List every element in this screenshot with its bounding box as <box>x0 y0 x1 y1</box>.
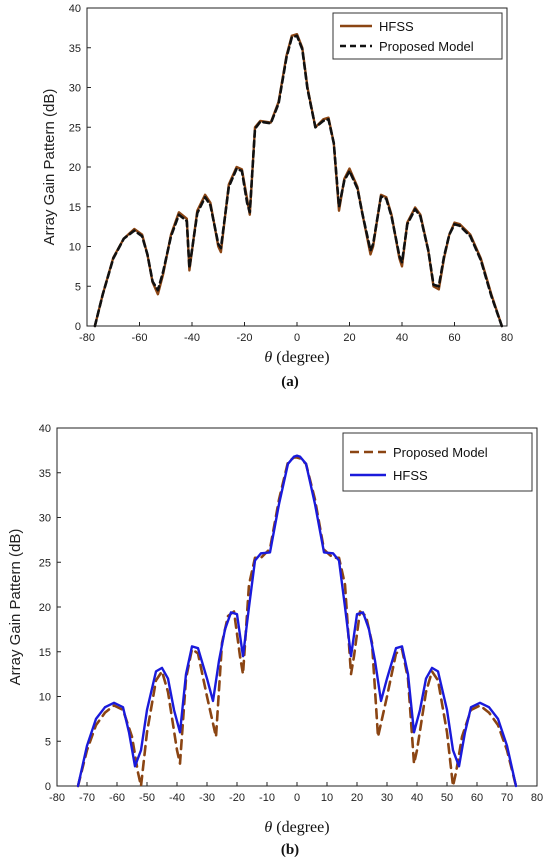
x-axis-label-b: θ (degree) <box>264 819 329 836</box>
y-tick-label: 10 <box>69 242 81 254</box>
x-tick-label: 20 <box>351 792 363 804</box>
x-tick-labels-a: -80 -60 -40 -20 0 20 40 60 80 <box>79 322 513 344</box>
series-lines-b <box>76 454 518 788</box>
y-tick-label: 0 <box>45 781 51 793</box>
y-tick-label: 40 <box>69 3 81 15</box>
y-tick-label: 10 <box>39 692 51 704</box>
y-axis-label-b: Array Gain Pattern (dB) <box>7 529 24 686</box>
y-tick-labels-a: 0 5 10 15 20 25 30 35 40 <box>69 3 91 333</box>
y-tick-label: 40 <box>39 423 51 435</box>
x-tick-label: -40 <box>169 792 185 804</box>
x-tick-label: 50 <box>441 792 453 804</box>
x-tick-label: 30 <box>381 792 393 804</box>
y-tick-label: 30 <box>69 83 81 95</box>
x-tick-label: 0 <box>294 792 300 804</box>
y-tick-label: 20 <box>39 602 51 614</box>
x-tick-label: 80 <box>531 792 543 804</box>
y-axis-label-a: Array Gain Pattern (dB) <box>41 89 58 246</box>
y-tick-label: 30 <box>39 513 51 525</box>
legend-label-hfss-a: HFSS <box>379 19 414 34</box>
legend-a: HFSS Proposed Model <box>332 12 503 60</box>
y-tick-label: 15 <box>69 202 81 214</box>
legend-box-a <box>332 12 503 60</box>
x-tick-label: -20 <box>237 332 253 344</box>
y-tick-label: 20 <box>69 162 81 174</box>
series-lines-a <box>93 33 504 328</box>
y-tick-label: 5 <box>75 281 81 293</box>
x-tick-label: 10 <box>321 792 333 804</box>
x-tick-label: 40 <box>396 332 408 344</box>
y-tick-labels-b: 0 5 10 15 20 25 30 35 40 <box>39 423 61 793</box>
y-tick-label: 35 <box>69 43 81 55</box>
x-tick-label: -60 <box>132 332 148 344</box>
x-tick-label: -80 <box>49 792 65 804</box>
x-tick-label: -30 <box>199 792 215 804</box>
legend-b: Proposed Model HFSS <box>342 432 533 492</box>
x-tick-label: 0 <box>294 332 300 344</box>
x-tick-label: -20 <box>229 792 245 804</box>
x-tick-labels-b: -80 -70 -60 -50 -40 -30 -20 -10 0 10 20 30 40 50 60 70 8… <box>49 782 543 804</box>
x-tick-label: -40 <box>184 332 200 344</box>
chart-panel-b: -80 -70 -60 -50 -40 -30 -20 -10 0 10 20 30 40 50 60 70 8… <box>7 423 543 858</box>
legend-box-b <box>342 432 533 492</box>
series-line-proposed-model <box>76 456 518 788</box>
x-tick-label: -60 <box>109 792 125 804</box>
legend-label-hfss-b: HFSS <box>393 468 428 483</box>
x-tick-label: 20 <box>343 332 355 344</box>
legend-label-proposed-a: Proposed Model <box>379 39 474 54</box>
x-tick-label: 40 <box>411 792 423 804</box>
caption-b: (b) <box>281 842 299 858</box>
x-tick-label: 60 <box>448 332 460 344</box>
y-tick-label: 0 <box>75 321 81 333</box>
y-tick-label: 25 <box>39 557 51 569</box>
x-axis-label-a: θ (degree) <box>264 349 329 366</box>
chart-panel-a: -80 -60 -40 -20 0 20 40 60 80 0 5 10 15 20 25 30 35 40 A… <box>41 3 513 390</box>
x-tick-label: -50 <box>139 792 155 804</box>
plot-area-a <box>86 7 508 327</box>
legend-label-proposed-b: Proposed Model <box>393 445 488 460</box>
caption-a: (a) <box>281 374 299 390</box>
series-line-hfss <box>76 454 518 788</box>
y-tick-label: 15 <box>39 647 51 659</box>
y-tick-label: 5 <box>45 736 51 748</box>
x-tick-label: -80 <box>79 332 95 344</box>
series-line-proposed-model <box>93 34 504 328</box>
x-tick-label: 60 <box>471 792 483 804</box>
x-tick-label: -10 <box>259 792 275 804</box>
y-tick-label: 25 <box>69 122 81 134</box>
x-tick-label: 70 <box>501 792 513 804</box>
y-tick-label: 35 <box>39 468 51 480</box>
x-tick-label: -70 <box>79 792 95 804</box>
x-tick-label: 80 <box>501 332 513 344</box>
